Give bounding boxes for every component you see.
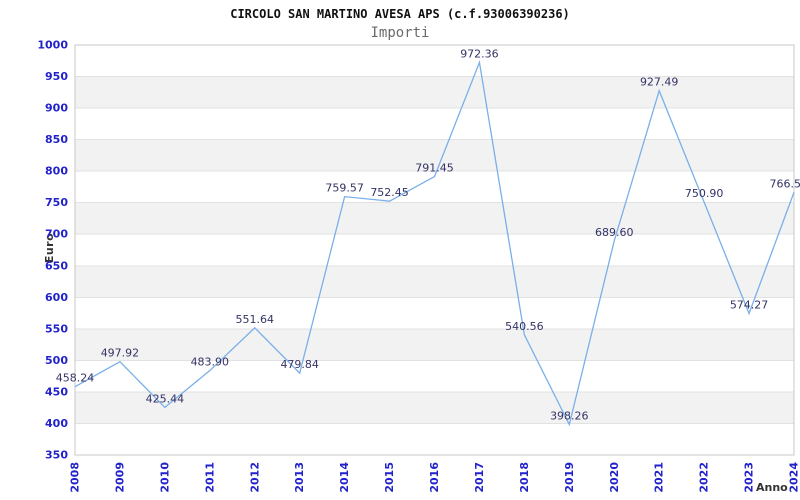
point-label: 540.56 bbox=[505, 320, 544, 333]
y-tick-label: 550 bbox=[45, 322, 68, 335]
y-tick-label: 500 bbox=[45, 354, 68, 367]
point-label: 425.44 bbox=[146, 392, 185, 405]
x-tick-label: 2020 bbox=[608, 462, 621, 493]
point-label: 689.60 bbox=[595, 226, 634, 239]
x-tick-label: 2021 bbox=[653, 462, 666, 493]
x-tick-label: 2017 bbox=[473, 462, 486, 493]
y-tick-label: 450 bbox=[45, 385, 68, 398]
y-tick-label: 650 bbox=[45, 259, 68, 272]
chart-subtitle: Importi bbox=[370, 25, 430, 41]
x-tick-label: 2015 bbox=[383, 462, 396, 493]
x-axis-title: Anno bbox=[756, 481, 788, 494]
x-tick-label: 2012 bbox=[248, 462, 261, 493]
y-tick-label: 750 bbox=[45, 196, 68, 209]
y-tick-label: 900 bbox=[45, 102, 68, 115]
point-label: 791.45 bbox=[415, 162, 454, 175]
point-label: 398.26 bbox=[550, 410, 589, 423]
point-label: 759.57 bbox=[325, 182, 364, 195]
grid-band bbox=[75, 265, 794, 298]
y-tick-label: 350 bbox=[45, 449, 68, 462]
x-tick-label: 2013 bbox=[293, 462, 306, 493]
point-label: 766.5 bbox=[770, 177, 800, 190]
grid-band bbox=[75, 202, 794, 235]
x-tick-label: 2016 bbox=[428, 462, 441, 493]
grid-band bbox=[75, 328, 794, 361]
x-tick-label: 2008 bbox=[69, 462, 82, 493]
y-tick-label: 950 bbox=[45, 70, 68, 83]
y-tick-label: 700 bbox=[45, 228, 68, 241]
point-label: 551.64 bbox=[236, 313, 275, 326]
point-label: 574.27 bbox=[730, 299, 769, 312]
x-tick-label: 2009 bbox=[113, 462, 126, 493]
point-label: 752.45 bbox=[370, 186, 409, 199]
y-tick-label: 400 bbox=[45, 417, 68, 430]
point-label: 927.49 bbox=[640, 76, 679, 89]
point-label: 479.84 bbox=[280, 358, 319, 371]
point-label: 497.92 bbox=[101, 347, 140, 360]
point-label: 750.90 bbox=[685, 187, 724, 200]
point-label: 458.24 bbox=[56, 372, 95, 385]
y-tick-label: 600 bbox=[45, 291, 68, 304]
x-tick-label: 2011 bbox=[203, 462, 216, 493]
plot-border bbox=[74, 44, 795, 456]
grid-band bbox=[75, 391, 794, 424]
x-tick-label: 2023 bbox=[743, 462, 756, 493]
x-tick-label: 2010 bbox=[158, 462, 171, 493]
grid-band bbox=[75, 76, 794, 109]
x-tick-label: 2024 bbox=[788, 462, 800, 493]
point-label: 972.36 bbox=[460, 47, 499, 60]
y-tick-label: 850 bbox=[45, 133, 68, 146]
point-label: 483.90 bbox=[191, 356, 230, 369]
y-tick-label: 1000 bbox=[37, 39, 68, 52]
data-line bbox=[74, 60, 795, 427]
grid-band bbox=[75, 139, 794, 172]
x-tick-label: 2014 bbox=[338, 462, 351, 493]
chart-title: CIRCOLO SAN MARTINO AVESA APS (c.f.93006… bbox=[230, 7, 570, 21]
y-tick-label: 800 bbox=[45, 165, 68, 178]
x-tick-label: 2018 bbox=[518, 462, 531, 493]
x-tick-label: 2022 bbox=[698, 462, 711, 493]
x-tick-label: 2019 bbox=[563, 462, 576, 493]
